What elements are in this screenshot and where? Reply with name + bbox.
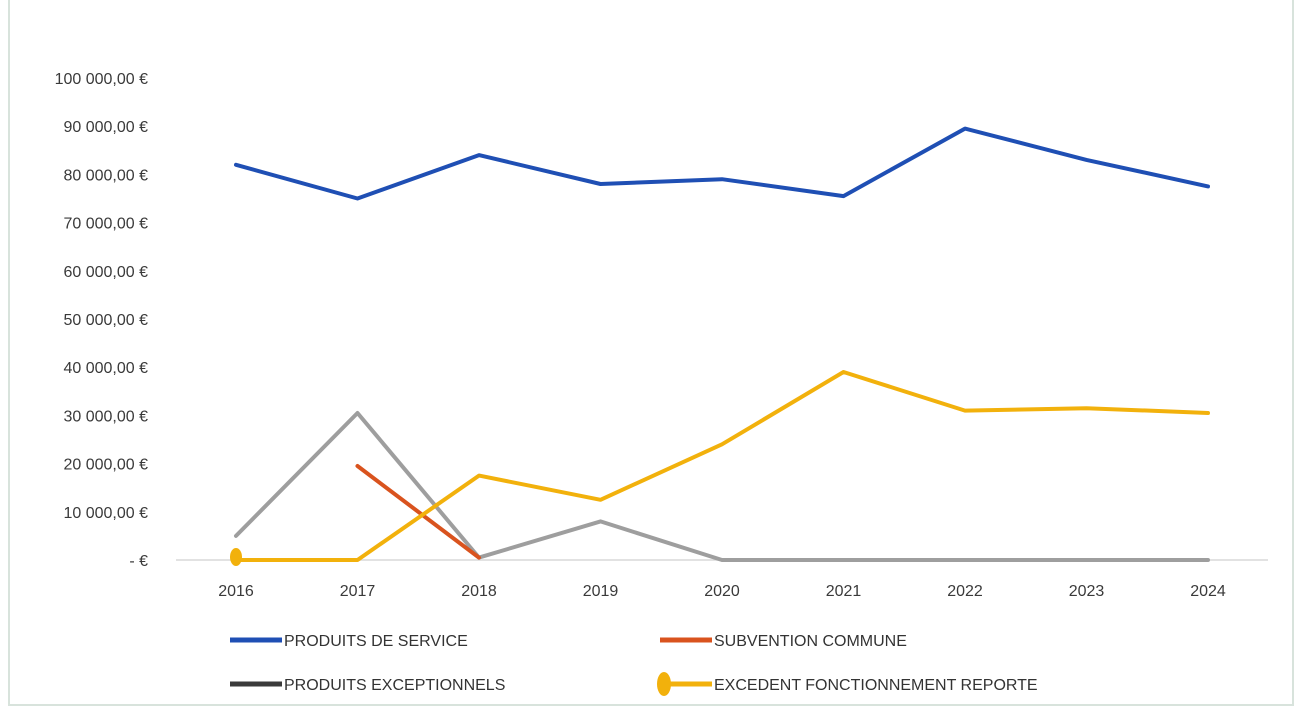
x-tick-label: 2019 [583,583,619,600]
data-point [599,498,603,502]
x-tick-label: 2016 [218,583,254,600]
data-point [477,474,481,478]
data-point [356,197,360,201]
data-point [842,558,846,562]
series-marker [230,548,242,566]
data-point [1206,184,1210,188]
y-tick-label: 30 000,00 € [63,408,148,425]
legend-label: EXCEDENT FONCTIONNEMENT REPORTE [714,677,1038,694]
y-tick-label: 80 000,00 € [63,167,148,184]
data-point [963,409,967,413]
data-point [1206,558,1210,562]
data-point [963,127,967,131]
x-tick-label: 2022 [947,583,983,600]
legend-marker [657,672,671,696]
y-tick-label: 10 000,00 € [63,505,148,522]
x-tick-label: 2023 [1069,583,1105,600]
series-lines [230,126,1210,566]
series-line [234,126,1210,201]
y-tick-label: 60 000,00 € [63,264,148,281]
legend-label: PRODUITS DE SERVICE [284,633,468,650]
data-point [234,163,238,167]
data-point [599,519,603,523]
data-point [477,556,481,560]
data-point [1085,158,1089,162]
data-point [599,182,603,186]
y-tick-label: 70 000,00 € [63,216,148,233]
data-point [356,411,360,415]
legend: PRODUITS DE SERVICE SUBVENTION COMMUNE PRO… [230,633,1038,696]
x-tick-label: 2021 [826,583,862,600]
x-axis: 2016 2017 2018 2019 2020 2021 2022 2023 2024 [176,559,1268,600]
data-point [234,534,238,538]
y-tick-label: 90 000,00 € [63,119,148,136]
series-line [234,370,1210,562]
x-tick-label: 2017 [340,583,376,600]
data-point [963,558,967,562]
chart-frame [8,0,1294,706]
y-axis: - € 10 000,00 € 20 000,00 € 30 000,00 € 40 0… [55,71,149,570]
data-point [356,464,360,468]
data-point [477,153,481,157]
data-point [842,194,846,198]
y-tick-label: 100 000,00 € [55,71,149,88]
data-point [720,558,724,562]
y-tick-label: - € [129,553,148,570]
data-point [720,177,724,181]
legend-label: PRODUITS EXCEPTIONNELS [284,677,505,694]
data-point [1206,411,1210,415]
legend-label: SUBVENTION COMMUNE [714,633,907,650]
x-tick-label: 2018 [461,583,497,600]
x-tick-label: 2020 [704,583,740,600]
series-line [355,464,481,560]
data-point [842,370,846,374]
y-tick-label: 20 000,00 € [63,457,148,474]
data-point [1085,406,1089,410]
y-tick-label: 40 000,00 € [63,360,148,377]
data-point [1085,558,1089,562]
x-tick-label: 2024 [1190,583,1226,600]
data-point [720,442,724,446]
series-line [234,411,1210,562]
y-tick-label: 50 000,00 € [63,312,148,329]
data-point [356,558,360,562]
